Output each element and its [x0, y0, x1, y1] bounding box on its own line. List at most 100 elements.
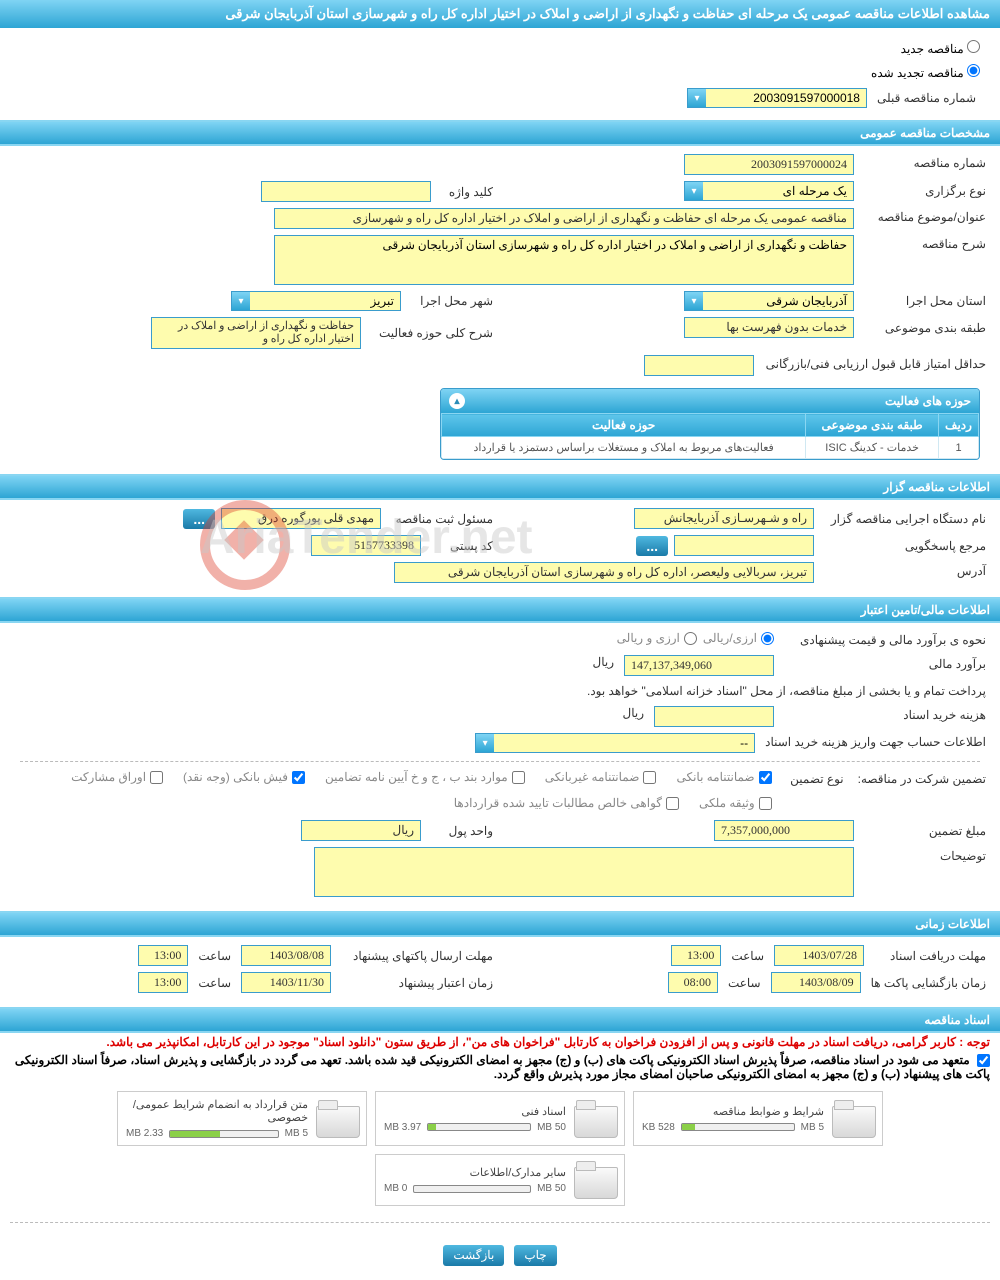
postal-label: کد پستی — [427, 537, 497, 555]
keyword-label: کلید واژه — [437, 183, 497, 201]
province-value: آذربایجان شرقی — [703, 292, 853, 310]
type-select[interactable]: یک مرحله ای ▾ — [684, 181, 854, 201]
section-financial: اطلاعات مالی/تامین اعتبار — [0, 597, 1000, 623]
guarantee-amount-label: مبلغ تضمین — [860, 822, 990, 840]
back-button[interactable]: بازگشت — [443, 1245, 504, 1266]
chevron-down-icon: ▾ — [688, 89, 706, 107]
min-score-input[interactable] — [644, 355, 754, 376]
file-card-1[interactable]: اسناد فنی50 MB3.97 MB — [375, 1091, 625, 1146]
unit-rial: ریال — [588, 655, 618, 669]
file-progress — [427, 1123, 531, 1131]
folder-icon — [832, 1100, 874, 1138]
deposit-account-label: اطلاعات حساب جهت واریز هزینه خرید اسناد — [761, 733, 990, 751]
description-label: شرح مناقصه — [860, 235, 990, 253]
radio-new-label: مناقصه جدید — [901, 42, 964, 56]
chevron-down-icon: ▾ — [685, 292, 703, 310]
deposit-account-select[interactable]: -- ▾ — [475, 733, 755, 753]
doc-fee-input[interactable] — [654, 706, 774, 727]
registrar-label: مسئول ثبت مناقصه — [387, 510, 497, 528]
contact-input[interactable] — [674, 535, 814, 556]
radio-renewed-label: مناقصه تجدید شده — [871, 66, 964, 80]
postal-field: 5157733398 — [311, 535, 421, 556]
notes-field — [314, 847, 854, 897]
file-max: 5 MB — [801, 1122, 824, 1133]
radio-renewed[interactable]: مناقصه تجدید شده — [871, 66, 980, 80]
subject-field: مناقصه عمومی یک مرحله ای حفاظت و نگهداری… — [274, 208, 854, 229]
city-select[interactable]: تبریز ▾ — [231, 291, 401, 311]
commitment-checkbox[interactable] — [977, 1054, 990, 1067]
scope-label: شرح کلی حوزه فعالیت — [367, 324, 497, 342]
validity-label: زمان اعتبار پیشنهاد — [337, 974, 497, 992]
city-label: شهر محل اجرا — [407, 292, 497, 310]
folder-icon — [574, 1161, 616, 1199]
guarantee-option-0[interactable]: ضمانتنامه بانکی — [676, 770, 771, 784]
type-label: نوع برگزاری — [860, 182, 990, 200]
notice-red: توجه : کاربر گرامی، دریافت اسناد در مهلت… — [0, 1033, 1000, 1051]
description-field: حفاظت و نگهداری از اراضی و املاک در اختی… — [274, 235, 854, 285]
contact-lookup-button[interactable]: ... — [636, 536, 668, 556]
time-label-1: ساعت — [727, 949, 768, 963]
file-max: 5 MB — [285, 1128, 308, 1139]
number-field: 2003091597000024 — [684, 154, 854, 175]
guarantee-option-4[interactable]: اوراق مشارکت — [71, 770, 163, 784]
type-value: یک مرحله ای — [703, 182, 853, 200]
folder-icon — [316, 1100, 358, 1138]
validity-time: 13:00 — [138, 972, 188, 993]
col-category: طبقه بندی موضوعی — [806, 414, 939, 437]
deposit-account-value: -- — [494, 734, 754, 752]
radio-new-input[interactable] — [967, 40, 980, 53]
guarantee-option-3[interactable]: فیش بانکی (وجه نقد) — [183, 770, 305, 784]
radio-renewed-input[interactable] — [967, 64, 980, 77]
guarantee-option-1[interactable]: ضمانتنامه غیربانکی — [545, 770, 657, 784]
method-radio-0[interactable]: ارزی/ریالی — [703, 631, 774, 645]
guarantee-option-2[interactable]: موارد بند ب ، ج و خ آیین نامه تضامین — [325, 770, 525, 784]
section-organizer: اطلاعات مناقصه گزار — [0, 474, 1000, 500]
section-timing: اطلاعات زمانی — [0, 911, 1000, 937]
city-value: تبریز — [250, 292, 400, 310]
guarantee-type-label: نوع تضمین — [778, 770, 848, 788]
file-card-0[interactable]: شرایط و ضوابط مناقصه5 MB528 KB — [633, 1091, 883, 1146]
doc-deadline-time: 13:00 — [671, 945, 721, 966]
env-open-date: 1403/08/09 — [771, 972, 861, 993]
registrar-field: مهدی قلی پورگوره درق — [221, 508, 381, 529]
prev-number-select[interactable]: 2003091597000018 ▾ — [687, 88, 867, 108]
currency-unit-label: واحد پول — [427, 822, 497, 840]
guarantee-option-6[interactable]: گواهی خالص مطالبات تایید شده قراردادها — [454, 796, 679, 810]
env-send-label: مهلت ارسال پاکتهای پیشنهاد — [337, 947, 497, 965]
time-label-3: ساعت — [724, 976, 765, 990]
keyword-input[interactable] — [261, 181, 431, 202]
chevron-down-icon: ▾ — [232, 292, 250, 310]
prev-number-label: شماره مناقصه قبلی — [873, 89, 980, 107]
file-progress — [681, 1123, 795, 1131]
guarantee-option-5[interactable]: وثیقه ملکی — [699, 796, 772, 810]
file-max: 50 MB — [537, 1122, 566, 1133]
registrar-lookup-button[interactable]: ... — [183, 509, 215, 529]
print-button[interactable]: چاپ — [514, 1245, 556, 1266]
radio-new[interactable]: مناقصه جدید — [901, 42, 980, 56]
time-label-4: ساعت — [194, 976, 235, 990]
province-select[interactable]: آذربایجان شرقی ▾ — [684, 291, 854, 311]
activity-panel-title: حوزه های فعالیت — [885, 394, 971, 408]
file-card-3[interactable]: سایر مدارک/اطلاعات50 MB0 MB — [375, 1154, 625, 1206]
file-title: متن قرارداد به انضمام شرایط عمومی/خصوصی — [126, 1098, 308, 1124]
prev-number-value: 2003091597000018 — [706, 89, 866, 107]
doc-fee-label: هزینه خرید اسناد — [780, 706, 990, 724]
file-card-2[interactable]: متن قرارداد به انضمام شرایط عمومی/خصوصی 5… — [117, 1091, 367, 1146]
file-title: شرایط و ضوابط مناقصه — [642, 1105, 824, 1118]
method-radio-1[interactable]: ارزی و ریالی — [617, 631, 697, 645]
validity-date: 1403/11/30 — [241, 972, 331, 993]
env-open-time: 08:00 — [668, 972, 718, 993]
notes-label: توضیحات — [860, 847, 990, 865]
file-size: 2.33 MB — [126, 1128, 163, 1139]
category-field: خدمات بدون فهرست بها — [684, 317, 854, 338]
file-progress — [413, 1185, 531, 1193]
chevron-down-icon: ▾ — [476, 734, 494, 752]
file-progress — [169, 1130, 278, 1138]
env-send-date: 1403/08/08 — [241, 945, 331, 966]
file-size: 0 MB — [384, 1183, 407, 1194]
col-scope: حوزه فعالیت — [442, 414, 806, 437]
collapse-up-icon[interactable]: ▴ — [449, 393, 465, 409]
page-title: مشاهده اطلاعات مناقصه عمومی یک مرحله ای … — [0, 0, 1000, 28]
file-title: سایر مدارک/اطلاعات — [384, 1166, 566, 1179]
estimate-field: 147,137,349,060 — [624, 655, 774, 676]
